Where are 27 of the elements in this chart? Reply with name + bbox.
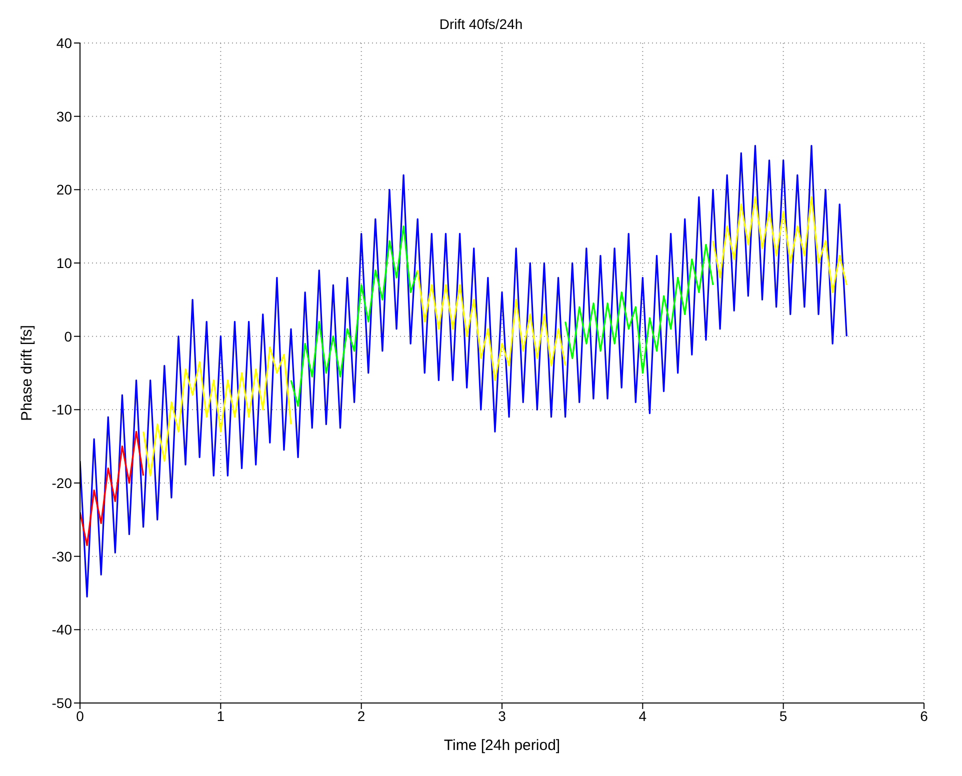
line-series [416,270,566,382]
x-axis-title: Time [24h period] [444,737,560,754]
x-tick-label: 2 [357,708,366,724]
line-series [80,430,144,546]
y-tick-label: 10 [56,254,72,271]
line-series [712,196,848,294]
y-tick-label: -30 [52,548,72,564]
y-tick-label: 20 [56,182,72,198]
line-series [290,226,418,407]
x-tick-label: 1 [216,708,225,724]
y-tick-label: -40 [52,622,72,638]
x-tick-label: 6 [920,708,928,724]
y-tick-label: 30 [56,108,72,124]
y-axis-title: Phase drift [fs] [18,325,36,421]
y-tick-label: -10 [52,402,72,418]
line-series [142,346,292,476]
x-tick-label: 5 [779,708,788,724]
x-tick-label: 3 [498,708,506,724]
x-tick-label: 0 [76,708,84,724]
x-tick-label: 4 [638,708,647,724]
chart-title: Drift 40fs/24h [438,16,524,32]
y-tick-label: 0 [64,328,72,344]
y-tick-label: 40 [56,34,72,51]
line-series [80,144,848,598]
y-tick-label: -20 [52,474,72,491]
y-tick-label: -50 [52,694,72,711]
line-series [564,244,714,374]
